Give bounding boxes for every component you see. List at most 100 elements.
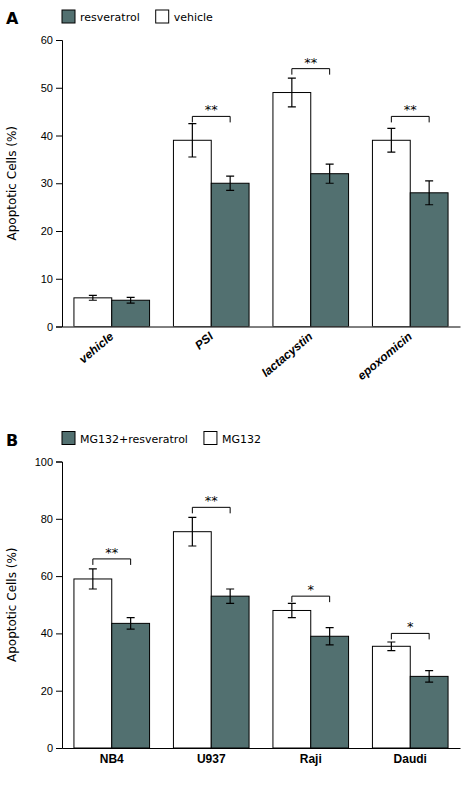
tick-label: Raji	[300, 752, 322, 766]
bar	[372, 646, 410, 748]
tick-label: 30	[41, 177, 53, 189]
tick-mark	[56, 633, 62, 634]
tick-label: lactacystin	[259, 329, 316, 380]
tick-label: 40	[41, 627, 53, 639]
bar	[173, 532, 211, 748]
bar	[273, 610, 311, 748]
error-bar	[387, 642, 395, 651]
tick: 20	[41, 225, 62, 237]
error-bar	[288, 78, 296, 107]
legend: MG132+resveratrol MG132	[62, 432, 261, 446]
significance-label: **	[404, 102, 418, 117]
tick-label: 100	[35, 456, 53, 468]
tick: lactacystin	[259, 327, 316, 380]
y-axis: 0 20 40 60 80 100	[35, 456, 63, 755]
error-bar	[127, 297, 135, 303]
legend-swatch	[62, 10, 75, 23]
panel: 0 10 20 30 40 50 60 vehicle PSI lactacystin epoxom…	[5, 9, 461, 383]
legend: resveratrol vehicle	[62, 10, 213, 24]
axis-line	[56, 462, 63, 749]
tick: 0	[47, 742, 62, 754]
significance-label: **	[205, 493, 219, 508]
annotations: ******	[93, 493, 429, 639]
axis-line	[56, 41, 63, 328]
tick-mark	[56, 279, 62, 280]
tick-label: 60	[41, 34, 53, 46]
tick: 40	[41, 627, 62, 639]
panel-label: B	[6, 431, 18, 450]
bars	[74, 78, 448, 326]
panel-label: A	[6, 9, 19, 28]
significance-label: *	[407, 619, 414, 634]
tick: epoxomicin	[355, 327, 415, 383]
panel: 020406080100NB4U937RajiDaudiApoptotic Ce…	[5, 431, 461, 766]
tick-mark	[56, 136, 62, 137]
error-bar	[326, 628, 334, 645]
chart: 0 10 20 30 40 50 60 vehicle PSI lactacystin epoxom…	[0, 0, 474, 788]
x-axis: vehiclePSIlactacystinepoxomicin	[63, 327, 461, 383]
error-bar	[387, 128, 395, 152]
tick-label: 80	[41, 513, 53, 525]
y-axis-title: Apoptotic Cells (%)	[5, 547, 19, 662]
legend-label: MG132	[222, 433, 261, 446]
tick-mark	[56, 88, 62, 89]
tick: 60	[41, 34, 62, 46]
tick-mark	[56, 748, 62, 749]
bar	[112, 300, 150, 326]
significance-label: **	[205, 102, 219, 117]
tick-mark	[56, 183, 62, 184]
tick-mark	[56, 327, 62, 328]
error-bar	[188, 517, 196, 546]
tick-label: 10	[41, 273, 53, 285]
bar	[410, 676, 448, 748]
error-bar	[326, 164, 334, 183]
error-bar	[127, 618, 135, 629]
annotations: ******	[192, 55, 429, 123]
bar	[311, 174, 349, 327]
tick: 60	[41, 570, 62, 582]
legend-label: vehicle	[174, 11, 213, 24]
tick: 40	[41, 130, 62, 142]
error-bar	[89, 569, 97, 589]
tick: 80	[41, 513, 62, 525]
tick: NB4	[100, 748, 124, 766]
bar	[112, 623, 150, 748]
legend-label: MG132+resveratrol	[80, 433, 188, 446]
tick-label: 0	[47, 321, 53, 333]
tick-label: NB4	[100, 752, 124, 766]
error-bar	[188, 124, 196, 157]
bar	[74, 579, 112, 748]
error-bar	[89, 295, 97, 300]
error-bar	[226, 589, 234, 603]
error-bar	[288, 603, 296, 617]
tick-label: 20	[41, 225, 53, 237]
legend-label: resveratrol	[80, 11, 140, 24]
tick: 10	[41, 273, 62, 285]
tick: 20	[41, 685, 62, 697]
tick: Raji	[300, 748, 322, 766]
bar	[74, 298, 112, 327]
tick: 100	[35, 456, 62, 468]
bars	[74, 517, 448, 748]
tick: 50	[41, 82, 62, 94]
tick-label: 40	[41, 130, 53, 142]
tick: 30	[41, 177, 62, 189]
tick-mark	[56, 40, 62, 41]
axis-line	[63, 748, 461, 749]
y-axis-title: Apoptotic Cells (%)	[5, 126, 19, 241]
tick-label: 20	[41, 685, 53, 697]
x-axis: NB4U937RajiDaudi	[63, 748, 461, 766]
tick-label: 0	[47, 742, 53, 754]
tick-mark	[56, 462, 62, 463]
legend-swatch	[156, 10, 169, 23]
bar	[410, 193, 448, 327]
tick: 0	[47, 321, 62, 333]
y-axis: 0 10 20 30 40 50 60	[41, 34, 63, 333]
tick: PSI	[192, 327, 216, 353]
tick-label: 60	[41, 570, 53, 582]
bar	[211, 596, 249, 748]
error-bar	[226, 176, 234, 190]
tick-label: PSI	[192, 329, 216, 353]
tick: U937	[197, 748, 226, 766]
tick-label: U937	[197, 752, 226, 766]
